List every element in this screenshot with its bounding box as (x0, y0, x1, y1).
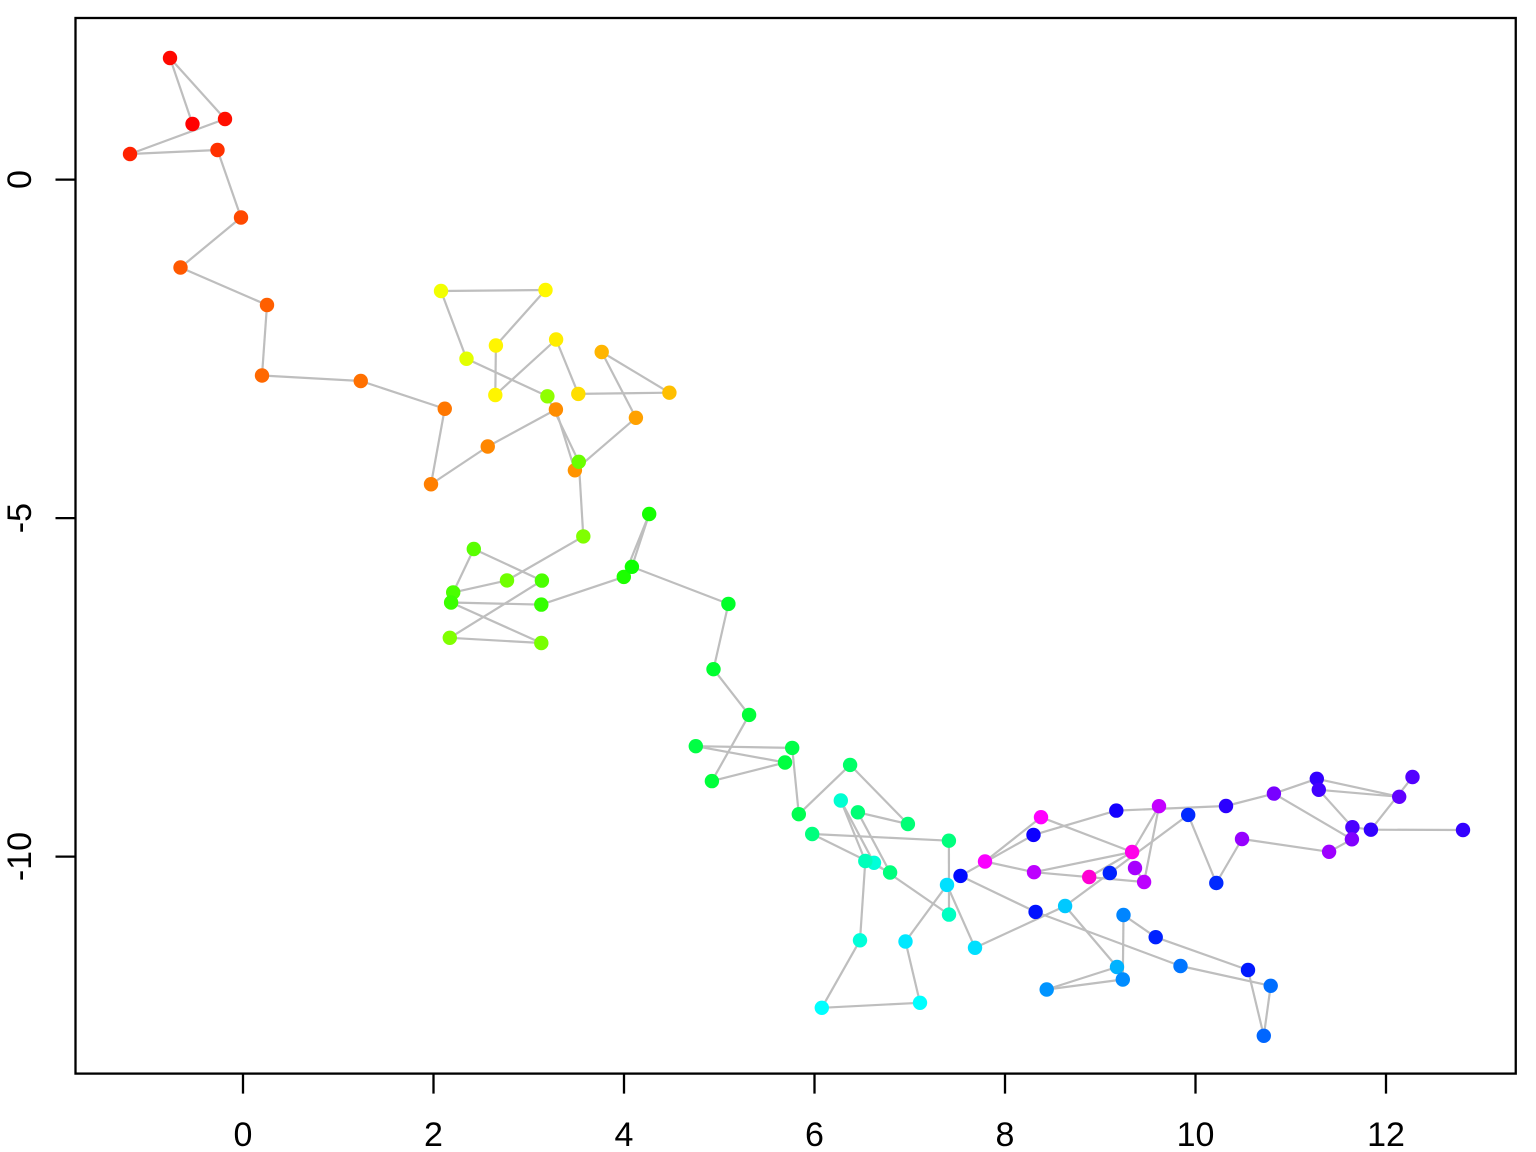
svg-text:0: 0 (1, 170, 39, 189)
svg-text:2: 2 (424, 1116, 443, 1152)
svg-text:0: 0 (234, 1116, 253, 1152)
svg-text:10: 10 (1177, 1116, 1215, 1152)
svg-text:4: 4 (615, 1116, 634, 1152)
svg-text:12: 12 (1367, 1116, 1405, 1152)
svg-text:8: 8 (996, 1116, 1015, 1152)
svg-text:-10: -10 (1, 832, 39, 881)
svg-text:-5: -5 (1, 503, 39, 533)
svg-text:6: 6 (805, 1116, 824, 1152)
